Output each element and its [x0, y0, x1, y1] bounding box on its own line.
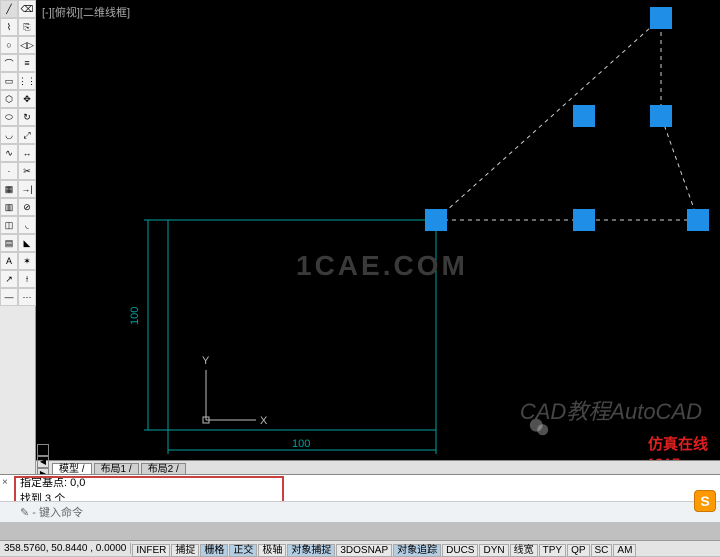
tool-grad[interactable]: ▥: [0, 198, 18, 216]
command-input[interactable]: ✎ - 键入命令: [0, 501, 720, 522]
tool-chamfer[interactable]: ◣: [18, 234, 36, 252]
modify-toolbar: ⌫⎘◁▷≡⋮⋮✥↻⤢↔✂→|⊘◟◣✶⟊⋯: [18, 0, 36, 474]
command-window: × 指定基点: 0,0 找到 3 个 ✎ - 键入命令: [0, 474, 720, 522]
tool-circle[interactable]: ○: [0, 36, 18, 54]
tool-break[interactable]: ⊘: [18, 198, 36, 216]
status-QP[interactable]: QP: [567, 544, 589, 557]
svg-text:X: X: [260, 415, 268, 427]
status-极轴[interactable]: 极轴: [258, 544, 286, 557]
status-bar: 358.5760, 50.8440 , 0.0000 INFER捕捉栅格正交极轴…: [0, 540, 720, 556]
tool-point[interactable]: ·: [0, 162, 18, 180]
tool-xline[interactable]: —: [0, 288, 18, 306]
command-close-icon[interactable]: ×: [2, 477, 8, 488]
tool-ellipse[interactable]: ⬭: [0, 108, 18, 126]
status-TPY[interactable]: TPY: [539, 544, 566, 557]
status-3DOSNAP[interactable]: 3DOSNAP: [336, 544, 392, 557]
coordinate-readout: 358.5760, 50.8440 , 0.0000: [0, 543, 131, 554]
command-line-1: 指定基点: 0,0: [0, 475, 720, 491]
tool-scale[interactable]: ⤢: [18, 126, 36, 144]
tool-rect[interactable]: ▭: [0, 72, 18, 90]
tool-spline[interactable]: ∿: [0, 144, 18, 162]
status-AM[interactable]: AM: [613, 544, 636, 557]
drawing-canvas[interactable]: [-][俯视][二维线框] 100100XY 1CAE.COM CAD教程Aut…: [36, 0, 720, 474]
tool-table[interactable]: ▤: [0, 234, 18, 252]
tool-hatch[interactable]: ▦: [0, 180, 18, 198]
tool-region[interactable]: ◫: [0, 216, 18, 234]
model-tabs: |◀◀▶▶| 模型 /布局1 /布局2 /: [36, 460, 720, 474]
status-DYN[interactable]: DYN: [479, 544, 508, 557]
tool-erase[interactable]: ⌫: [18, 0, 36, 18]
status-对象捕捉[interactable]: 对象捕捉: [287, 544, 335, 557]
tool-arc[interactable]: ⌒: [0, 54, 18, 72]
tool-explode[interactable]: ✶: [18, 252, 36, 270]
status-对象追踪[interactable]: 对象追踪: [393, 544, 441, 557]
tab-nav-btn[interactable]: |◀: [37, 444, 49, 456]
tool-measure[interactable]: ⟊: [18, 270, 36, 288]
tool-trim[interactable]: ✂: [18, 162, 36, 180]
tool-div[interactable]: ⋯: [18, 288, 36, 306]
tool-line[interactable]: ╱: [0, 0, 18, 18]
tab-nav-btn[interactable]: ◀: [37, 456, 49, 468]
tool-mtext[interactable]: A: [0, 252, 18, 270]
drawing-svg: 100 100 X Y: [36, 0, 720, 474]
tool-offset[interactable]: ≡: [18, 54, 36, 72]
tool-poly[interactable]: ⬡: [0, 90, 18, 108]
status-栅格[interactable]: 栅格: [200, 544, 228, 557]
tab-items: 模型 /布局1 /布局2 /: [50, 460, 186, 475]
tool-array[interactable]: ⋮⋮: [18, 72, 36, 90]
status-线宽[interactable]: 线宽: [510, 544, 538, 557]
status-DUCS[interactable]: DUCS: [442, 544, 478, 557]
status-SC[interactable]: SC: [591, 544, 613, 557]
left-toolbars: ╱⌇○⌒▭⬡⬭◡∿·▦▥◫▤A↗— ⌫⎘◁▷≡⋮⋮✥↻⤢↔✂→|⊘◟◣✶⟊⋯: [0, 0, 36, 474]
status-正交[interactable]: 正交: [229, 544, 257, 557]
tool-mirror[interactable]: ◁▷: [18, 36, 36, 54]
draw-toolbar: ╱⌇○⌒▭⬡⬭◡∿·▦▥◫▤A↗—: [0, 0, 18, 474]
status-捕捉[interactable]: 捕捉: [171, 544, 199, 557]
tool-ray[interactable]: ↗: [0, 270, 18, 288]
svg-text:Y: Y: [202, 355, 210, 367]
sogou-ime-icon[interactable]: S: [694, 490, 716, 512]
tool-rotate[interactable]: ↻: [18, 108, 36, 126]
tool-move[interactable]: ✥: [18, 90, 36, 108]
status-INFER[interactable]: INFER: [132, 544, 170, 557]
tool-extend[interactable]: →|: [18, 180, 36, 198]
tool-pline[interactable]: ⌇: [0, 18, 18, 36]
tool-stretch[interactable]: ↔: [18, 144, 36, 162]
tool-copy[interactable]: ⎘: [18, 18, 36, 36]
status-toggles: INFER捕捉栅格正交极轴对象捕捉3DOSNAP对象追踪DUCSDYN线宽TPY…: [131, 541, 636, 556]
tool-fillet[interactable]: ◟: [18, 216, 36, 234]
tool-earc[interactable]: ◡: [0, 126, 18, 144]
svg-text:100: 100: [129, 307, 141, 325]
svg-text:100: 100: [292, 438, 310, 450]
